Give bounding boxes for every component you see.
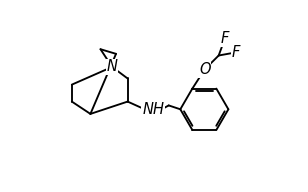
Text: O: O	[199, 62, 210, 77]
Text: F: F	[221, 31, 229, 46]
Text: F: F	[232, 45, 240, 60]
Text: NH: NH	[142, 102, 164, 117]
Text: N: N	[107, 60, 118, 74]
